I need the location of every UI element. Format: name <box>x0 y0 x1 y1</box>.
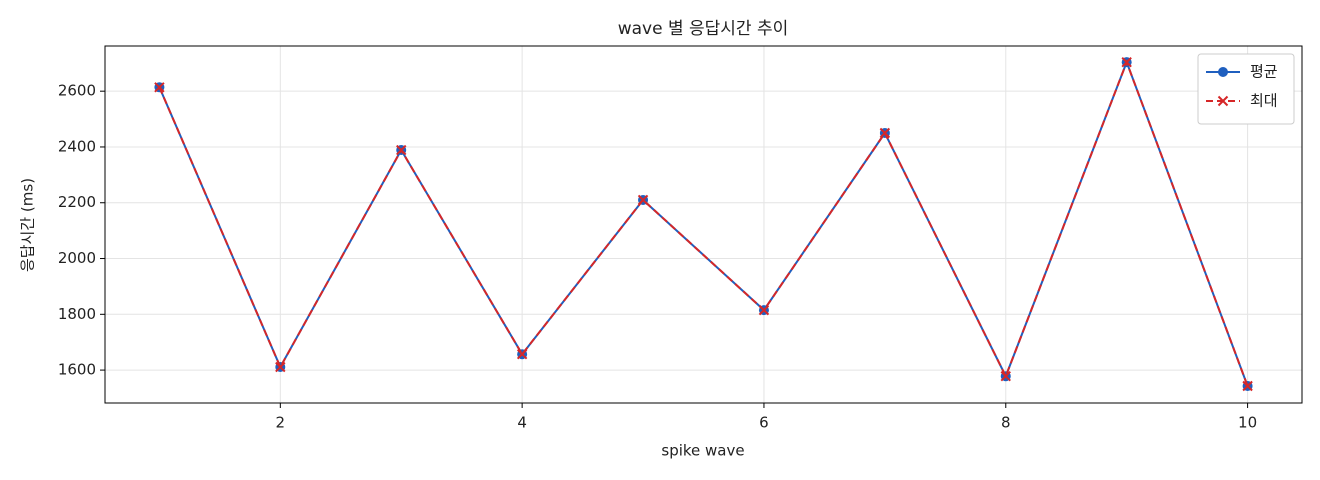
legend-label: 평균 <box>1250 63 1278 81</box>
x-tick-label: 2 <box>276 414 286 432</box>
x-tick-label: 10 <box>1238 414 1257 432</box>
y-axis-label: 응답시간 (ms) <box>19 178 37 272</box>
plot-frame <box>104 45 1303 404</box>
legend-marker <box>1218 67 1228 77</box>
marker <box>637 194 649 206</box>
marker <box>154 82 165 93</box>
y-tick-label: 1800 <box>58 305 96 323</box>
x-tick-label: 8 <box>1001 414 1011 432</box>
marker <box>1121 56 1132 68</box>
legend-marker <box>1217 95 1229 107</box>
y-tick-label: 2200 <box>58 193 96 211</box>
series-line <box>158 59 1249 387</box>
marker <box>1000 371 1011 382</box>
marker <box>396 144 407 156</box>
chart-title: wave 별 응답시간 추이 <box>618 19 789 39</box>
marker <box>275 361 286 373</box>
marker <box>1242 380 1253 392</box>
legend-box <box>1197 53 1295 125</box>
marker <box>879 127 891 139</box>
y-tick-label: 2400 <box>58 137 96 155</box>
marker <box>758 304 770 316</box>
marker <box>516 348 528 360</box>
y-tick-label: 1600 <box>58 361 96 379</box>
y-tick-label: 2000 <box>58 249 96 267</box>
x-tick-label: 6 <box>759 414 769 432</box>
x-axis-label: spike wave <box>661 442 744 460</box>
y-tick-label: 2600 <box>58 82 96 100</box>
legend-label: 최대 <box>1250 92 1278 110</box>
x-tick-label: 4 <box>517 414 527 432</box>
